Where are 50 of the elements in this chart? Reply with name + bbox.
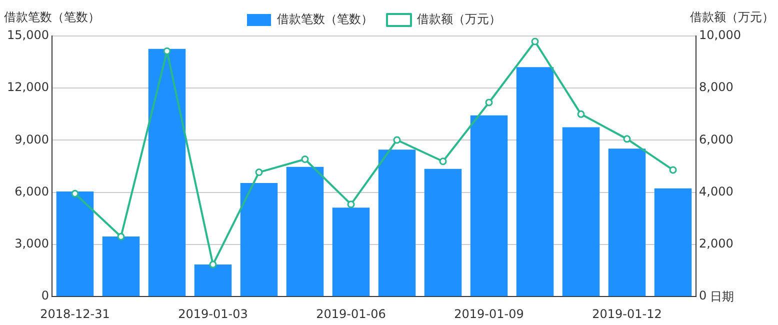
- bar: [654, 188, 692, 296]
- y-tick-label: 0: [41, 288, 49, 303]
- bar: [608, 148, 646, 296]
- point: [301, 156, 309, 164]
- point: [393, 136, 401, 144]
- y2-tick-label: 8,000: [699, 80, 734, 94]
- y-tick-label: 3,000: [14, 236, 49, 251]
- bar: [286, 166, 324, 296]
- point: [669, 166, 677, 174]
- y2-tick-label: 10,000: [699, 28, 742, 42]
- point: [623, 135, 631, 143]
- point: [439, 158, 447, 166]
- point: [163, 47, 171, 55]
- legend-label: 借款额（万元）: [417, 12, 501, 26]
- bar: [194, 264, 232, 296]
- point: [485, 98, 493, 106]
- y2-tick-label: 0: [699, 288, 707, 303]
- y-axis-title: 借款笔数（笔数）: [4, 10, 100, 24]
- point: [347, 200, 355, 208]
- x-tick-label: 2019-01-09: [454, 306, 524, 321]
- bar: [562, 127, 600, 296]
- x-tick-label: 2019-01-06: [316, 306, 386, 321]
- point: [255, 168, 263, 176]
- bar: [470, 115, 508, 296]
- y2-tick-label: 6,000: [699, 132, 734, 146]
- y-tick-label: 15,000: [6, 28, 49, 42]
- point: [209, 260, 217, 268]
- bar: [378, 150, 416, 296]
- point: [71, 190, 79, 198]
- x-axis-title: 日期: [710, 290, 734, 304]
- point: [531, 38, 539, 46]
- point: [577, 110, 585, 118]
- bar: [148, 48, 186, 296]
- point: [117, 232, 125, 240]
- bar: [424, 168, 462, 296]
- y2-tick-label: 2,000: [699, 236, 734, 251]
- bar: [240, 182, 278, 296]
- bar: [332, 208, 370, 296]
- bar: [102, 236, 140, 296]
- x-tick-label: 2019-01-03: [178, 306, 248, 321]
- bar: [516, 67, 554, 296]
- y-tick-label: 9,000: [14, 132, 49, 146]
- x-tick-label: 2018-12-31: [40, 306, 110, 321]
- bar: [56, 191, 94, 296]
- y-tick-label: 6,000: [14, 184, 49, 198]
- x-tick-label: 2019-01-12: [592, 306, 662, 321]
- y2-tick-label: 4,000: [699, 184, 734, 198]
- legend-label: 借款笔数（笔数）: [277, 12, 373, 26]
- y-tick-label: 12,000: [6, 80, 49, 94]
- y2-axis-title: 借款额（万元）: [690, 10, 774, 24]
